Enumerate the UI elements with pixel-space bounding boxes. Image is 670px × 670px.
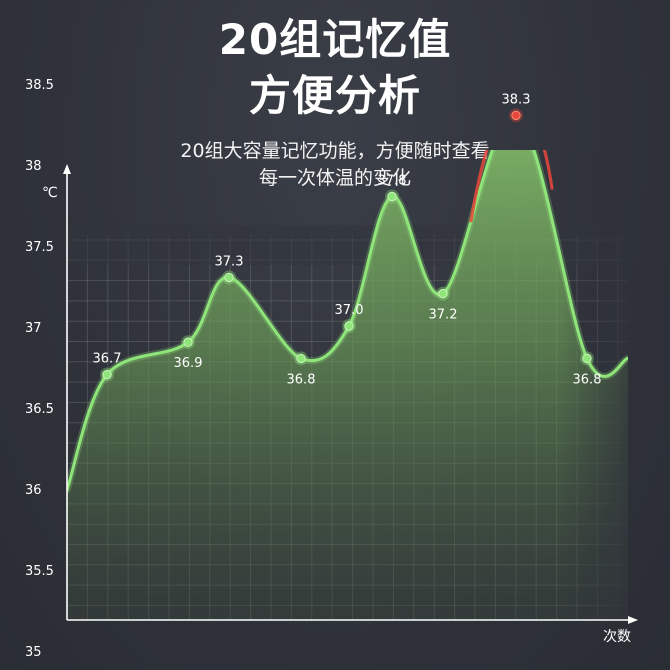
area-right-fade [560, 150, 628, 620]
data-label: 37.2 [429, 308, 458, 323]
chart-area-layer [67, 150, 628, 620]
data-label: 36.8 [573, 372, 602, 387]
series-line [67, 150, 628, 492]
chart-points [100, 108, 594, 382]
data-label: 36.9 [174, 356, 203, 371]
data-point [511, 110, 521, 121]
data-point [387, 191, 397, 202]
data-point [224, 272, 234, 283]
data-label: 38.3 [502, 92, 531, 107]
chart-data-labels: 36.7 36.9 37.3 36.8 37.0 37.8 37.2 38.3 36.8 [93, 92, 602, 387]
data-label: 37.3 [215, 254, 244, 269]
data-label: 37.0 [335, 303, 364, 318]
x-axis-arrow [628, 616, 638, 624]
subtitle-line-2: 每一次体温的变化 [258, 167, 411, 189]
y-tick-label: 35 [25, 645, 42, 660]
y-tick-label: 38.5 [25, 78, 54, 93]
y-tick-label: 37.5 [25, 240, 54, 255]
y-axis-arrow [63, 164, 71, 174]
headline-line-1: 20组记忆值 [218, 15, 452, 64]
peak-highlight-line [469, 150, 554, 223]
data-label: 36.8 [287, 372, 316, 387]
data-label: 36.7 [93, 352, 122, 367]
data-point [582, 353, 592, 364]
data-point [102, 369, 112, 380]
x-axis-label: 次数 [603, 629, 631, 645]
data-point [183, 337, 193, 347]
chart-y-ticks: 35 35.5 36 36.5 37 37.5 38 38.5 [25, 78, 54, 660]
area-fill [67, 150, 628, 620]
data-point [344, 321, 354, 331]
y-tick-label: 37 [25, 321, 42, 336]
data-label: 37.8 [378, 173, 407, 188]
y-tick-label: 38 [25, 159, 42, 174]
chart-axes [63, 164, 638, 624]
y-tick-label: 36 [25, 483, 42, 498]
y-tick-label: 35.5 [25, 564, 54, 579]
y-axis-unit-label: ℃ [42, 185, 58, 201]
data-point [296, 353, 306, 364]
y-tick-label: 36.5 [25, 402, 54, 417]
subtitle-line-1: 20组大容量记忆功能，方便随时查看 [180, 140, 490, 162]
headline-line-2: 方便分析 [248, 71, 421, 120]
data-point [438, 288, 448, 299]
